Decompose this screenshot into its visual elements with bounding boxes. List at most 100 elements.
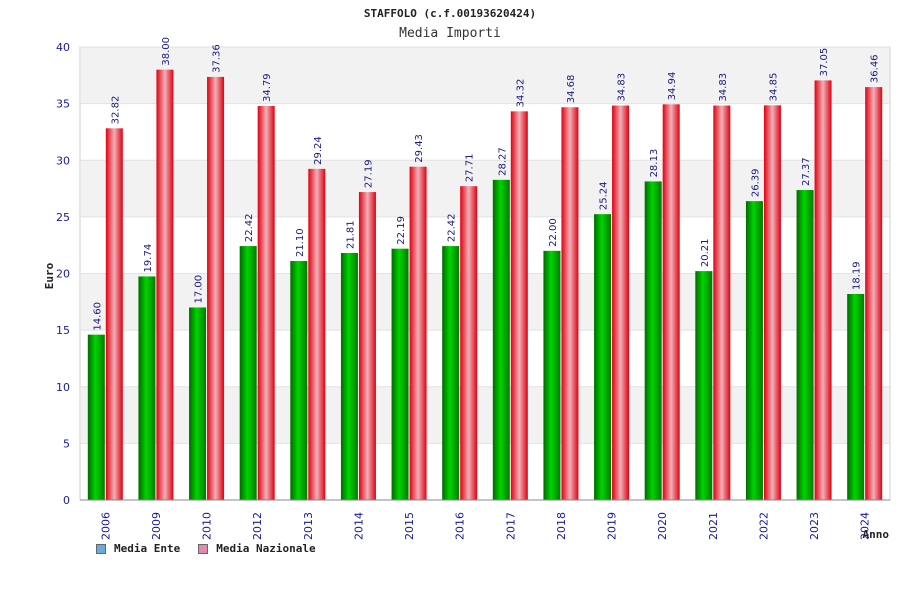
value-label: 27.37 bbox=[801, 157, 812, 186]
value-label: 29.43 bbox=[414, 134, 425, 163]
value-label: 28.13 bbox=[649, 149, 660, 178]
value-label: 34.68 bbox=[566, 75, 577, 104]
bar-media-ente-2015 bbox=[391, 248, 409, 500]
value-label: 34.83 bbox=[617, 73, 628, 102]
value-label: 29.24 bbox=[313, 136, 324, 165]
x-tick-label: 2009 bbox=[150, 512, 163, 540]
bar-media-ente-2017 bbox=[492, 179, 510, 500]
x-tick-label: 2022 bbox=[757, 512, 770, 540]
bar-media-nazionale-2013 bbox=[308, 168, 326, 500]
bar-media-ente-2019 bbox=[594, 214, 612, 501]
bar-media-ente-2010 bbox=[189, 307, 207, 500]
bar-media-ente-2009 bbox=[138, 276, 156, 500]
legend: Media Ente Media Nazionale bbox=[96, 542, 316, 555]
y-tick-label: 20 bbox=[56, 268, 70, 281]
value-label: 17.00 bbox=[194, 275, 205, 304]
value-label: 34.83 bbox=[718, 73, 729, 102]
x-tick-label: 2013 bbox=[302, 512, 315, 540]
y-tick-label: 25 bbox=[56, 211, 70, 224]
y-tick-label: 5 bbox=[63, 437, 70, 450]
x-tick-label: 2016 bbox=[454, 512, 467, 540]
x-tick-label: 2023 bbox=[808, 512, 821, 540]
x-tick-label: 2020 bbox=[656, 512, 669, 540]
x-tick-label: 2019 bbox=[606, 512, 619, 540]
value-label: 19.74 bbox=[143, 244, 154, 273]
chart-title: STAFFOLO (c.f.00193620424) bbox=[364, 7, 536, 20]
value-label: 37.36 bbox=[212, 44, 223, 73]
bar-media-nazionale-2014 bbox=[358, 192, 376, 501]
value-label: 34.85 bbox=[768, 73, 779, 102]
x-axis-label: Anno bbox=[863, 528, 890, 541]
bar-media-ente-2020 bbox=[644, 181, 662, 501]
value-label: 27.19 bbox=[363, 159, 374, 188]
bar-media-nazionale-2019 bbox=[612, 105, 630, 501]
bar-media-nazionale-2006 bbox=[105, 128, 123, 500]
y-tick-label: 40 bbox=[56, 41, 70, 54]
x-tick-label: 2010 bbox=[201, 512, 214, 540]
x-tick-label: 2015 bbox=[403, 512, 416, 540]
bar-series bbox=[87, 69, 883, 501]
bar-media-ente-2013 bbox=[290, 261, 308, 500]
value-label: 22.19 bbox=[396, 216, 407, 245]
bar-media-nazionale-2020 bbox=[662, 104, 680, 500]
legend-label: Media Ente bbox=[114, 542, 181, 555]
y-axis-label: Euro bbox=[43, 262, 56, 289]
y-tick-label: 35 bbox=[56, 98, 70, 111]
bar-media-ente-2022 bbox=[745, 201, 763, 501]
value-label: 32.82 bbox=[110, 96, 121, 125]
legend-label: Media Nazionale bbox=[216, 542, 316, 555]
x-tick-label: 2017 bbox=[504, 512, 517, 540]
y-tick-label: 15 bbox=[56, 324, 70, 337]
bar-media-ente-2023 bbox=[796, 190, 814, 501]
x-tick-label: 2024 bbox=[859, 512, 872, 540]
bar-media-ente-2014 bbox=[340, 253, 358, 500]
value-label: 36.46 bbox=[870, 54, 881, 83]
bar-media-nazionale-2021 bbox=[713, 105, 731, 501]
value-label: 21.10 bbox=[295, 228, 306, 257]
bar-media-nazionale-2016 bbox=[460, 186, 478, 500]
legend-swatch-icon bbox=[198, 543, 209, 554]
value-label: 20.21 bbox=[700, 238, 711, 267]
bar-media-ente-2018 bbox=[543, 250, 561, 500]
value-label: 27.71 bbox=[465, 154, 476, 183]
legend-item-media-nazionale: Media Nazionale bbox=[198, 542, 316, 555]
value-label: 34.79 bbox=[262, 73, 273, 102]
y-axis-ticks: 0 5 10 15 20 25 30 35 40 bbox=[56, 41, 70, 507]
value-label: 21.81 bbox=[345, 220, 356, 249]
y-tick-label: 10 bbox=[56, 381, 70, 394]
bar-media-nazionale-2009 bbox=[156, 69, 174, 501]
x-tick-label: 2006 bbox=[99, 512, 112, 540]
value-label: 26.39 bbox=[750, 168, 761, 197]
value-label: 34.32 bbox=[515, 79, 526, 108]
y-tick-label: 0 bbox=[63, 494, 70, 507]
x-tick-label: 2018 bbox=[555, 512, 568, 540]
value-label: 34.94 bbox=[667, 72, 678, 101]
value-label: 25.24 bbox=[599, 182, 610, 211]
value-label: 18.19 bbox=[852, 261, 863, 290]
bar-media-ente-2021 bbox=[695, 271, 713, 500]
legend-swatch-icon bbox=[96, 543, 106, 554]
bar-media-nazionale-2010 bbox=[207, 76, 225, 500]
legend-item-media-ente: Media Ente bbox=[96, 542, 180, 555]
x-axis-ticks: 2006 2009 2010 2012 2013 2014 2015 2016 2017 2018… bbox=[99, 512, 871, 540]
bar-media-nazionale-2012 bbox=[257, 106, 275, 501]
chart-subtitle: Media Importi bbox=[399, 26, 501, 41]
bar-media-nazionale-2023 bbox=[814, 80, 832, 500]
y-tick-label: 30 bbox=[56, 154, 70, 167]
bar-media-nazionale-2022 bbox=[763, 105, 781, 500]
bar-media-nazionale-2017 bbox=[510, 111, 528, 501]
bar-media-ente-2006 bbox=[87, 334, 105, 500]
value-labels: 14.60 32.82 19.74 38.00 17.00 37.36 22.42 34.79… bbox=[92, 37, 880, 331]
bar-media-nazionale-2015 bbox=[409, 166, 427, 500]
bar-media-ente-2012 bbox=[239, 246, 257, 500]
value-label: 22.42 bbox=[244, 213, 255, 242]
value-label: 22.00 bbox=[548, 218, 559, 247]
bar-media-ente-2024 bbox=[847, 293, 865, 500]
value-label: 28.27 bbox=[497, 147, 508, 176]
bar-media-nazionale-2024 bbox=[865, 87, 883, 500]
x-tick-label: 2012 bbox=[251, 512, 264, 540]
value-label: 14.60 bbox=[92, 302, 103, 331]
value-label: 38.00 bbox=[161, 37, 172, 66]
bar-media-ente-2016 bbox=[442, 246, 460, 500]
